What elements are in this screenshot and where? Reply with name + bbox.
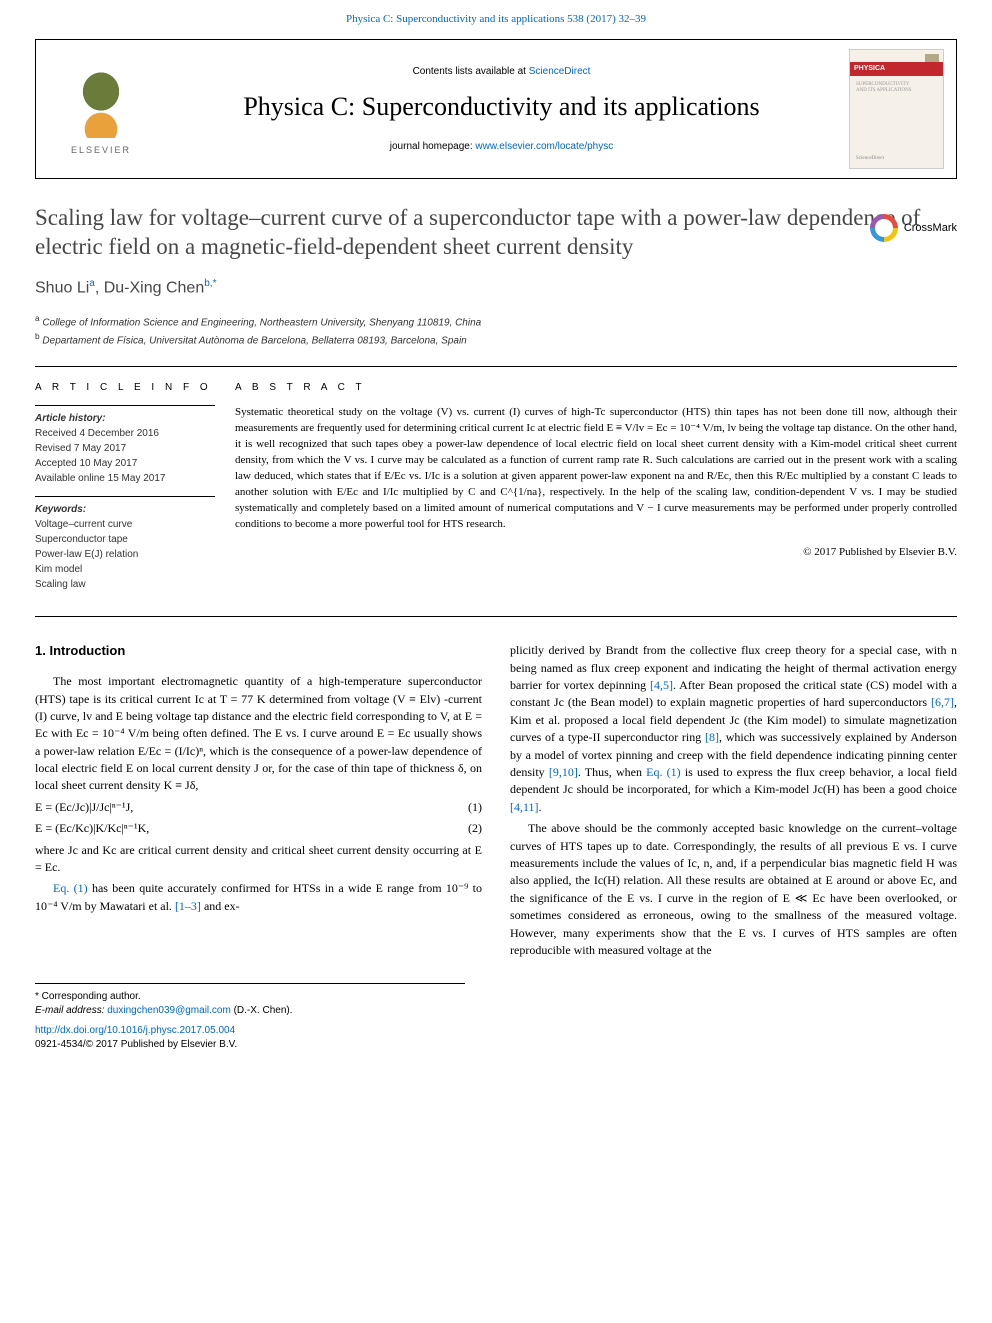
article-header: CrossMark Scaling law for voltage–curren… (35, 204, 957, 348)
publisher-logo: ELSEVIER (51, 49, 151, 169)
thumb-title-band: PHYSICA (850, 62, 943, 76)
history-label: Article history: (35, 405, 215, 426)
copyright-line: © 2017 Published by Elsevier B.V. (235, 545, 957, 560)
abstract-column: A B S T R A C T Systematic theoretical s… (235, 381, 957, 602)
keywords-label: Keywords: (35, 496, 215, 517)
author-2-aff-link[interactable]: b, (204, 278, 212, 289)
left-para-2a: where Jc and Kc are critical current den… (35, 842, 482, 877)
keywords-text: Voltage–current curve Superconductor tap… (35, 517, 215, 592)
email-line: E-mail address: duxingchen039@gmail.com … (35, 1004, 465, 1018)
article-title: Scaling law for voltage–current curve of… (35, 204, 957, 262)
journal-header: ELSEVIER Contents lists available at Sci… (35, 39, 957, 179)
thumb-subtitle: SUPERCONDUCTIVITYAND ITS APPLICATIONS (856, 82, 937, 94)
ref-8-link[interactable]: [8] (705, 730, 719, 744)
crossmark-badge[interactable]: CrossMark (870, 214, 957, 242)
ref-4-5-link[interactable]: [4,5] (650, 678, 673, 692)
body-columns: 1. Introduction The most important elect… (35, 642, 957, 963)
equation-2: E = (Ec/Kc)|K/Kc|ⁿ⁻¹K, (35, 820, 149, 837)
affiliation-a: a College of Information Science and Eng… (35, 312, 957, 330)
homepage-link[interactable]: www.elsevier.com/locate/physc (475, 141, 613, 152)
page-header-citation: Physica C: Superconductivity and its app… (0, 0, 992, 39)
right-para-1: plicitly derived by Brandt from the coll… (510, 642, 957, 816)
author-1-aff-link[interactable]: a (89, 278, 95, 289)
contents-pre: Contents lists available at (413, 66, 529, 77)
homepage-line: journal homepage: www.elsevier.com/locat… (176, 140, 827, 154)
equation-2-row: E = (Ec/Kc)|K/Kc|ⁿ⁻¹K, (2) (35, 820, 482, 837)
left-column: 1. Introduction The most important elect… (35, 642, 482, 963)
left-para-2b: Eq. (1) has been quite accurately confir… (35, 880, 482, 915)
section-1-heading: 1. Introduction (35, 642, 482, 661)
citation-link[interactable]: Physica C: Superconductivity and its app… (346, 13, 646, 25)
elsevier-tree-icon (71, 63, 131, 138)
meta-abstract-row: A R T I C L E I N F O Article history: R… (35, 366, 957, 617)
right-column: plicitly derived by Brandt from the coll… (510, 642, 957, 963)
header-center: Contents lists available at ScienceDirec… (166, 55, 837, 163)
ref-6-7-link[interactable]: [6,7] (931, 695, 954, 709)
ref-1-3-link[interactable]: [1–3] (175, 899, 201, 913)
publisher-name: ELSEVIER (71, 144, 131, 157)
abstract-text: Systematic theoretical study on the volt… (235, 405, 957, 533)
right-para-2: The above should be the commonly accepte… (510, 820, 957, 959)
thumb-footer: ScienceDirect (856, 155, 937, 162)
eq1-ref-link[interactable]: Eq. (1) (53, 881, 88, 895)
doi-link[interactable]: http://dx.doi.org/10.1016/j.physc.2017.0… (35, 1025, 235, 1036)
doi-footer: http://dx.doi.org/10.1016/j.physc.2017.0… (35, 1024, 957, 1052)
equation-1-num: (1) (468, 799, 482, 816)
contents-lists: Contents lists available at ScienceDirec… (176, 65, 827, 79)
ref-4-11-link[interactable]: [4,11] (510, 800, 539, 814)
homepage-pre: journal homepage: (390, 141, 476, 152)
author-2-corr-link[interactable]: * (213, 278, 217, 289)
crossmark-label: CrossMark (904, 221, 957, 236)
history-text: Received 4 December 2016 Revised 7 May 2… (35, 426, 215, 486)
article-info-heading: A R T I C L E I N F O (35, 381, 215, 395)
crossmark-icon (870, 214, 898, 242)
equation-2-num: (2) (468, 820, 482, 837)
corr-label: * Corresponding author. (35, 990, 465, 1004)
affiliation-b: b Departament de Física, Universitat Aut… (35, 330, 957, 348)
article-info-column: A R T I C L E I N F O Article history: R… (35, 381, 235, 602)
equation-1-row: E = (Ec/Jc)|J/Jc|ⁿ⁻¹J, (1) (35, 799, 482, 816)
sciencedirect-link[interactable]: ScienceDirect (529, 66, 591, 77)
author-list: Shuo Lia, Du-Xing Chenb,* (35, 277, 957, 300)
left-para-1: The most important electromagnetic quant… (35, 673, 482, 795)
affiliations: a College of Information Science and Eng… (35, 312, 957, 349)
eq1-ref-link-2[interactable]: Eq. (1) (646, 765, 681, 779)
issn-line: 0921-4534/© 2017 Published by Elsevier B… (35, 1038, 957, 1052)
journal-cover-thumb: PHYSICA SUPERCONDUCTIVITYAND ITS APPLICA… (849, 49, 944, 169)
author-2: Du-Xing Chen (104, 279, 205, 296)
email-link[interactable]: duxingchen039@gmail.com (107, 1005, 231, 1016)
equation-1: E = (Ec/Jc)|J/Jc|ⁿ⁻¹J, (35, 799, 133, 816)
abstract-heading: A B S T R A C T (235, 381, 957, 395)
journal-title: Physica C: Superconductivity and its app… (176, 89, 827, 125)
ref-9-10-link[interactable]: [9,10] (549, 765, 578, 779)
corresponding-author-footer: * Corresponding author. E-mail address: … (35, 983, 465, 1018)
author-1: Shuo Li (35, 279, 89, 296)
